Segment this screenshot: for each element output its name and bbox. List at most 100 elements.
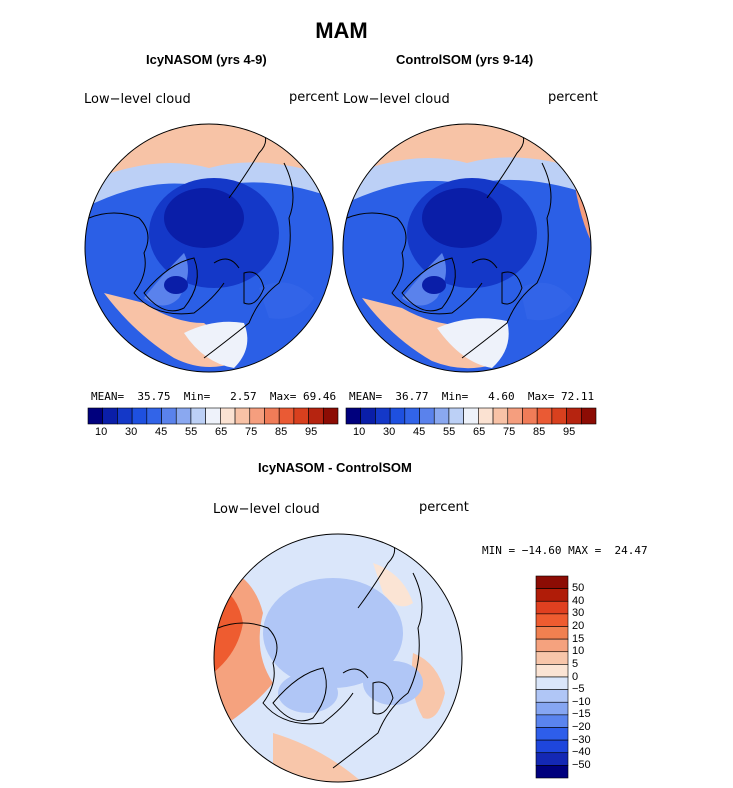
colorbar-tick: 20 <box>572 620 585 632</box>
panel1-min-label: Min= <box>183 390 211 403</box>
colorbar-swatch <box>535 664 569 678</box>
colorbar-swatch <box>535 727 569 741</box>
colorbar-swatch <box>535 765 569 779</box>
colorbar-tick: 95 <box>305 426 318 438</box>
colorbar-tick: 75 <box>503 426 516 438</box>
colorbar-tick: −30 <box>572 734 591 746</box>
colorbar-swatch <box>175 407 192 425</box>
diff-variable-label: Low−level cloud <box>213 502 320 517</box>
colorbar-swatch <box>360 407 376 425</box>
colorbar-tick: −5 <box>572 683 585 695</box>
colorbar-swatch <box>522 407 538 425</box>
colorbar-swatch <box>535 600 569 615</box>
colorbar-tick: 65 <box>473 426 486 438</box>
colorbar-swatch <box>205 407 221 425</box>
colorbar-tick: 0 <box>572 671 579 683</box>
panel2-units-label: percent <box>548 90 598 105</box>
colorbar-tick: −15 <box>572 708 591 720</box>
colorbar-swatch <box>535 575 569 589</box>
panel2-max: 72.11 <box>561 390 595 403</box>
panel2-mean: 36.77 <box>395 390 429 403</box>
colorbar-swatch <box>278 407 295 425</box>
colorbar-swatch <box>535 651 569 665</box>
colorbar-tick: 30 <box>125 426 138 438</box>
colorbar-swatch <box>146 407 162 425</box>
colorbar-swatch <box>161 407 177 425</box>
panel1-mean-label: MEAN= <box>91 390 125 403</box>
colorbar-tick: 10 <box>353 426 366 438</box>
colorbar-swatch <box>566 407 582 425</box>
panel1-colorbar <box>87 407 339 425</box>
colorbar-swatch <box>234 407 251 425</box>
colorbar-swatch <box>535 626 569 640</box>
panel2-colorbar <box>345 407 597 425</box>
colorbar-tick: 30 <box>383 426 396 438</box>
colorbar-swatch <box>345 407 362 425</box>
panel2-variable-label: Low−level cloud <box>343 92 450 107</box>
colorbar-tick: 15 <box>572 633 585 645</box>
colorbar-swatch <box>551 407 567 425</box>
colorbar-swatch <box>433 407 450 425</box>
colorbar-tick: −10 <box>572 696 591 708</box>
colorbar-swatch <box>580 407 597 425</box>
colorbar-tick: 30 <box>572 607 585 619</box>
panel1-map <box>84 123 334 373</box>
diff-colorbar-ticks: 50 40 30 20 15 10 5 0 −5 −10 −15 −20 −30… <box>572 576 612 786</box>
panel2-stats: MEAN= 36.77 Min= 4.60 Max= 72.11 <box>349 390 594 403</box>
panel2-min: 4.60 <box>488 390 515 403</box>
colorbar-swatch <box>322 407 339 425</box>
panel2-map <box>342 123 592 373</box>
panel2-title: ControlSOM (yrs 9-14) <box>396 52 534 67</box>
colorbar-swatch <box>375 407 391 425</box>
colorbar-swatch <box>507 407 523 425</box>
panel1-max-label: Max= <box>269 390 297 403</box>
colorbar-swatch <box>492 407 509 425</box>
colorbar-tick: 50 <box>572 582 585 594</box>
panel1-colorbar-ticks: 10 30 45 55 65 75 85 95 <box>88 426 338 440</box>
panel1-mean: 35.75 <box>137 390 171 403</box>
colorbar-swatch <box>419 407 435 425</box>
colorbar-tick: 75 <box>245 426 258 438</box>
colorbar-tick: 65 <box>215 426 228 438</box>
colorbar-swatch <box>293 407 309 425</box>
panel1-variable-label: Low−level cloud <box>84 92 191 107</box>
colorbar-swatch <box>535 714 569 728</box>
colorbar-swatch <box>536 407 553 425</box>
colorbar-tick: 85 <box>275 426 288 438</box>
diff-minmax: MIN = −14.60 MAX = 24.47 <box>482 544 648 557</box>
colorbar-tick: 5 <box>572 658 579 670</box>
colorbar-swatch <box>87 407 104 425</box>
colorbar-tick: 85 <box>533 426 546 438</box>
colorbar-swatch <box>249 407 265 425</box>
colorbar-tick: 40 <box>572 595 585 607</box>
colorbar-swatch <box>102 407 118 425</box>
diff-colorbar <box>535 575 569 779</box>
panel2-max-label: Max= <box>527 390 555 403</box>
diff-title: IcyNASOM - ControlSOM <box>258 460 412 475</box>
panel1-stats: MEAN= 35.75 Min= 2.57 Max= 69.46 <box>91 390 336 403</box>
colorbar-swatch <box>535 701 569 716</box>
diff-map <box>213 533 463 783</box>
colorbar-tick: −50 <box>572 759 591 771</box>
page-title: MAM <box>315 18 368 43</box>
colorbar-swatch <box>117 407 133 425</box>
panel1-max: 69.46 <box>303 390 337 403</box>
panel2-mean-label: MEAN= <box>349 390 383 403</box>
colorbar-swatch <box>535 613 569 627</box>
panel1-units-label: percent <box>289 90 339 105</box>
colorbar-swatch <box>535 739 569 754</box>
colorbar-tick: 95 <box>563 426 576 438</box>
colorbar-tick: 55 <box>443 426 456 438</box>
colorbar-swatch <box>190 407 206 425</box>
colorbar-swatch <box>448 407 464 425</box>
colorbar-swatch <box>463 407 479 425</box>
panel1-title: IcyNASOM (yrs 4-9) <box>146 52 267 67</box>
colorbar-swatch <box>264 407 280 425</box>
colorbar-swatch <box>535 689 569 703</box>
panel1-min: 2.57 <box>230 390 257 403</box>
colorbar-swatch <box>535 752 569 766</box>
colorbar-swatch <box>535 638 569 653</box>
colorbar-swatch <box>308 407 324 425</box>
colorbar-swatch <box>535 588 569 602</box>
colorbar-swatch <box>478 407 494 425</box>
